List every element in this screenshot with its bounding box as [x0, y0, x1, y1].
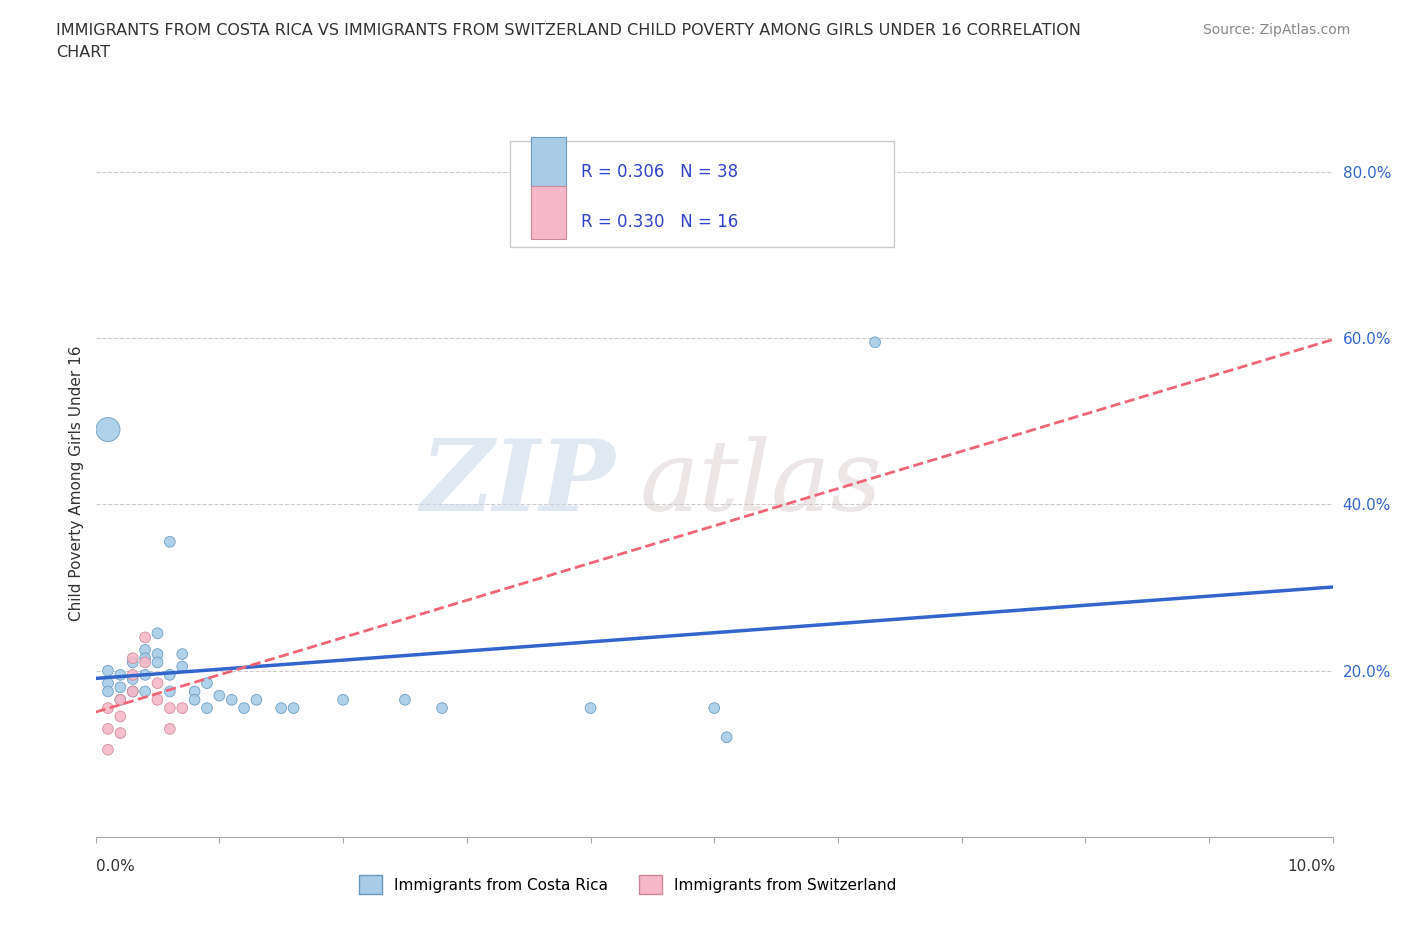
Point	[97, 684, 120, 699]
Point	[270, 700, 292, 715]
Text: Source: ZipAtlas.com: Source: ZipAtlas.com	[1202, 23, 1350, 37]
Point	[579, 700, 602, 715]
Point	[134, 655, 156, 670]
Point	[134, 668, 156, 683]
Point	[110, 692, 132, 707]
Legend: Immigrants from Costa Rica, Immigrants from Switzerland: Immigrants from Costa Rica, Immigrants f…	[353, 870, 903, 900]
Point	[97, 742, 120, 757]
Point	[159, 668, 181, 683]
Point	[121, 671, 143, 686]
Point	[97, 663, 120, 678]
Text: R = 0.330   N = 16: R = 0.330 N = 16	[581, 213, 738, 231]
Point	[146, 646, 169, 661]
Point	[430, 700, 453, 715]
Point	[183, 684, 205, 699]
Point	[159, 684, 181, 699]
Point	[208, 688, 231, 703]
Text: ZIP: ZIP	[420, 435, 616, 532]
Point	[863, 335, 886, 350]
Point	[134, 630, 156, 644]
Text: IMMIGRANTS FROM COSTA RICA VS IMMIGRANTS FROM SWITZERLAND CHILD POVERTY AMONG GI: IMMIGRANTS FROM COSTA RICA VS IMMIGRANTS…	[56, 23, 1081, 38]
FancyBboxPatch shape	[531, 186, 565, 239]
FancyBboxPatch shape	[510, 140, 894, 246]
Point	[146, 692, 169, 707]
Point	[159, 700, 181, 715]
Text: 10.0%: 10.0%	[1288, 859, 1336, 874]
Point	[110, 680, 132, 695]
Point	[146, 655, 169, 670]
Point	[283, 700, 305, 715]
Point	[183, 692, 205, 707]
Point	[195, 700, 218, 715]
Point	[703, 700, 725, 715]
Point	[121, 668, 143, 683]
Point	[394, 692, 416, 707]
Point	[110, 709, 132, 724]
Point	[121, 684, 143, 699]
Point	[245, 692, 267, 707]
Text: 0.0%: 0.0%	[96, 859, 135, 874]
Y-axis label: Child Poverty Among Girls Under 16: Child Poverty Among Girls Under 16	[69, 346, 84, 621]
Point	[233, 700, 256, 715]
Point	[172, 700, 194, 715]
Point	[134, 651, 156, 666]
Text: CHART: CHART	[56, 45, 110, 60]
Point	[97, 676, 120, 691]
Point	[172, 646, 194, 661]
Point	[172, 659, 194, 674]
Point	[221, 692, 243, 707]
Point	[110, 668, 132, 683]
Point	[97, 700, 120, 715]
Point	[332, 692, 354, 707]
Point	[121, 651, 143, 666]
Point	[97, 722, 120, 737]
Point	[97, 422, 120, 437]
Point	[195, 676, 218, 691]
Point	[110, 725, 132, 740]
Point	[121, 684, 143, 699]
Point	[121, 655, 143, 670]
Point	[134, 643, 156, 658]
Point	[159, 535, 181, 550]
Text: atlas: atlas	[640, 436, 883, 531]
Point	[159, 722, 181, 737]
Text: R = 0.306   N = 38: R = 0.306 N = 38	[581, 163, 738, 181]
FancyBboxPatch shape	[531, 137, 565, 190]
Point	[146, 676, 169, 691]
Point	[110, 692, 132, 707]
Point	[134, 684, 156, 699]
Point	[716, 730, 738, 745]
Point	[146, 626, 169, 641]
